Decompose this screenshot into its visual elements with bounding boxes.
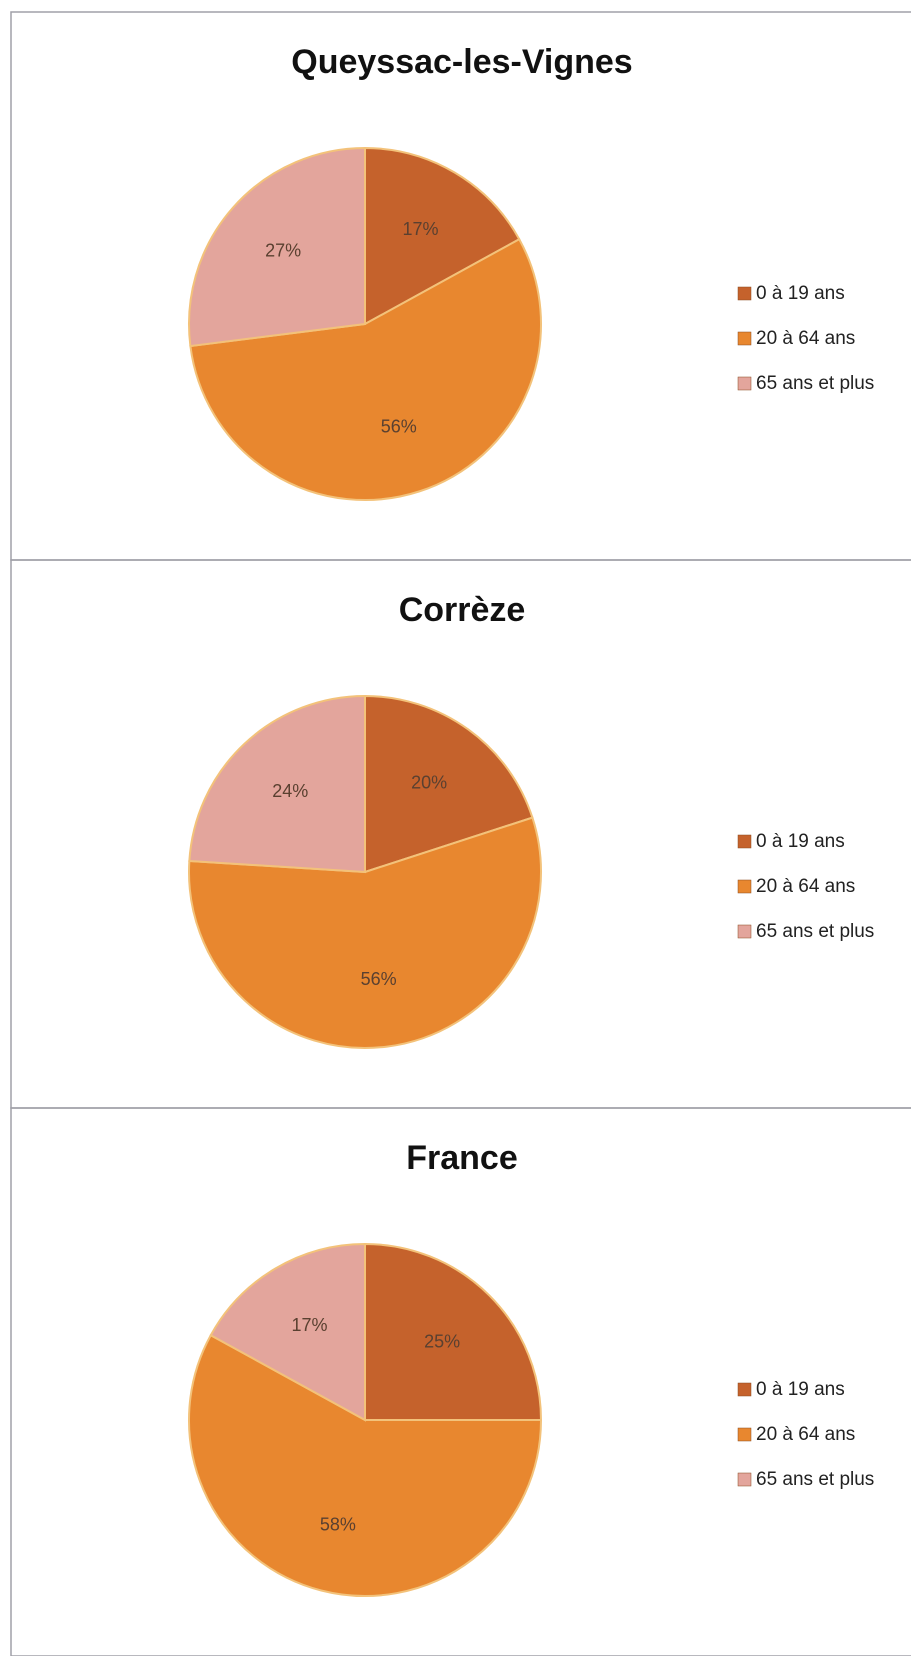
pie-slice — [189, 237, 542, 501]
legend-label: 20 à 64 ans — [756, 328, 855, 349]
chart-title: France — [406, 1139, 518, 1177]
legend-label: 0 à 19 ans — [756, 283, 845, 304]
pie-slice — [364, 1242, 543, 1421]
legend-label: 0 à 19 ans — [756, 831, 845, 852]
legend-swatch — [737, 834, 752, 849]
slice-label: 58% — [320, 1514, 356, 1534]
slice-label: 27% — [265, 241, 301, 261]
legend-label: 20 à 64 ans — [756, 876, 855, 897]
pie-slice — [209, 1242, 366, 1422]
slice-label: 20% — [411, 772, 447, 792]
pie-slice — [364, 694, 534, 874]
slice-label: 24% — [272, 781, 308, 801]
slice-label: 25% — [424, 1332, 460, 1352]
chart-title: Corrèze — [399, 591, 526, 629]
slice-label: 56% — [381, 417, 417, 437]
legend-swatch — [737, 924, 752, 939]
legend-label: 65 ans et plus — [756, 1469, 874, 1490]
slice-label: 56% — [361, 969, 397, 989]
pie-slice — [364, 146, 521, 326]
slice-label: 17% — [291, 1315, 327, 1335]
chart-title: Queyssac-les-Vignes — [291, 43, 632, 81]
slice-label: 17% — [403, 219, 439, 239]
legend-swatch — [737, 376, 752, 391]
legend-swatch — [737, 1382, 752, 1397]
pie-slice — [188, 694, 366, 874]
legend-label: 20 à 64 ans — [756, 1424, 855, 1445]
legend-label: 65 ans et plus — [756, 921, 874, 942]
legend-swatch — [737, 1427, 752, 1442]
pie-slice — [188, 816, 542, 1049]
legend-label: 65 ans et plus — [756, 373, 874, 394]
legend-label: 0 à 19 ans — [756, 1379, 845, 1400]
legend-swatch — [737, 286, 752, 301]
legend-swatch — [737, 879, 752, 894]
legend-swatch — [737, 331, 752, 346]
pie-slice — [188, 146, 366, 348]
pie-slice — [188, 1333, 543, 1597]
legend-swatch — [737, 1472, 752, 1487]
panel-border — [10, 1107, 911, 1656]
